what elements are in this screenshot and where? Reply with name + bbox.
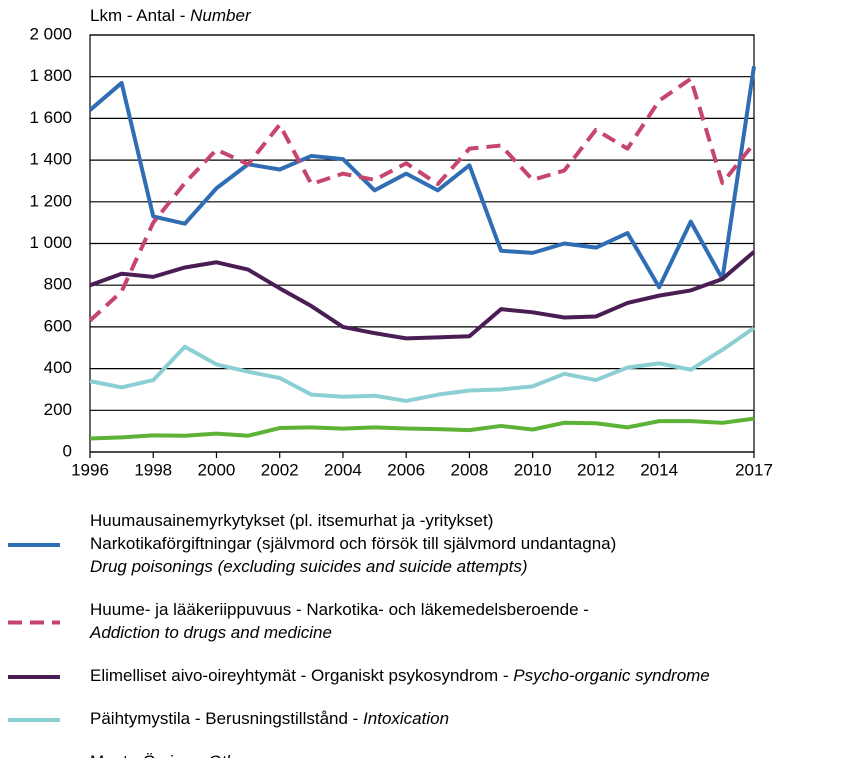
x-tick-label: 2014 [640,460,678,479]
y-tick-label: 200 [44,400,72,419]
x-tick-label: 2002 [261,460,299,479]
legend-label-part: Intoxication [363,709,449,728]
y-tick-label: 1 000 [29,233,72,252]
y-tick-label: 2 000 [29,24,72,43]
y-tick-label: 600 [44,316,72,335]
y-tick-label: 1 800 [29,66,72,85]
series-line [89,326,756,403]
y-tick-label: 1 400 [29,150,72,169]
x-tick-label: 2000 [198,460,236,479]
legend-label-part: Other [208,752,252,758]
y-tick-label: 1 600 [29,108,72,127]
legend-label-part: Muut - Övriga - [90,752,208,758]
legend-label-part: Huume- ja lääkeriippuvuus - Narkotika- o… [90,600,589,619]
x-tick-label: 1996 [71,460,109,479]
legend-label: Huume- ja lääkeriippuvuus - Narkotika- o… [90,600,589,619]
series-line [88,65,756,290]
y-tick-label: 400 [44,358,72,377]
legend-label: Elimelliset aivo-oireyhtymät - Organiskt… [90,666,710,685]
legend-label-part: Drug poisonings (excluding suicides and … [90,557,528,576]
y-axis-label-part: Number [190,6,252,25]
x-tick-label: 2006 [387,460,425,479]
x-tick-label: 2010 [514,460,552,479]
y-axis-label: Lkm - Antal - Number [90,6,252,25]
legend-label: Drug poisonings (excluding suicides and … [90,557,528,576]
legend-label: Päihtymystila - Berusningstillstånd - In… [90,709,449,728]
x-tick-label: 2008 [451,460,489,479]
legend-label-part: Addiction to drugs and medicine [89,623,332,642]
legend-label-part: Psycho-organic syndrome [513,666,710,685]
legend-label: Muut - Övriga - Other [90,752,252,758]
y-tick-label: 0 [63,441,72,460]
x-tick-label: 1998 [134,460,172,479]
legend-label-part: Narkotikaförgiftningar (självmord och fö… [90,534,616,553]
series-line [89,416,755,441]
series-line [88,76,756,323]
legend-label: Addiction to drugs and medicine [89,623,332,642]
y-tick-label: 1 200 [29,191,72,210]
legend-label-part: Huumausainemyrkytykset (pl. itsemurhat j… [90,511,493,530]
series-line [89,250,756,341]
legend-label: Huumausainemyrkytykset (pl. itsemurhat j… [90,511,493,530]
y-axis-label-part: Lkm - Antal - [90,6,190,25]
legend-label: Narkotikaförgiftningar (självmord och fö… [90,534,616,553]
legend-label-part: Elimelliset aivo-oireyhtymät - Organiskt… [90,666,513,685]
legend-label-part: Päihtymystila - Berusningstillstånd - [90,709,363,728]
x-tick-label: 2012 [577,460,615,479]
x-tick-label: 2017 [735,460,773,479]
y-tick-label: 800 [44,275,72,294]
plot-frame [89,34,755,453]
x-tick-label: 2004 [324,460,362,479]
